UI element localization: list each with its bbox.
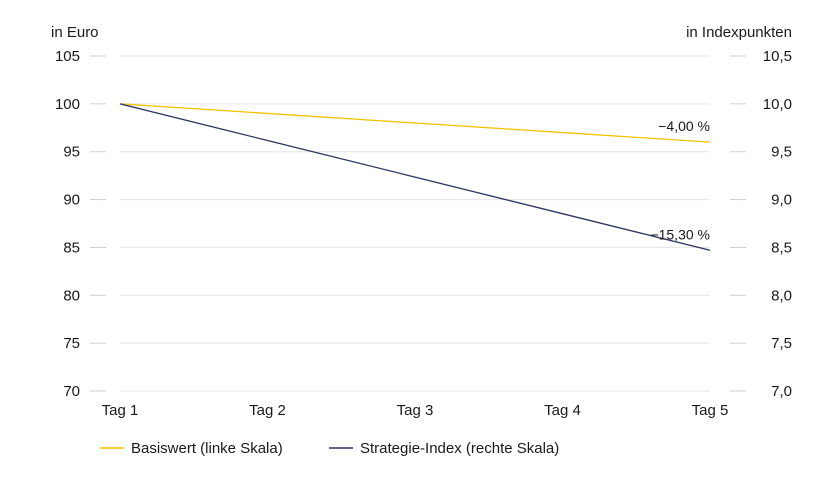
x-tick-label: Tag 4: [544, 402, 581, 419]
x-tick-label: Tag 1: [102, 402, 139, 419]
right-tick-label: 9,0: [771, 192, 792, 209]
series-line-basiswert: [119, 103, 711, 143]
right-tick-label: 7,0: [771, 383, 792, 400]
legend: Basiswert (linke Skala) Strategie-Index …: [100, 440, 559, 457]
left-tick-label: 75: [63, 335, 80, 352]
left-tick-label: 90: [63, 192, 80, 209]
right-tick-label: 9,5: [771, 144, 792, 161]
right-tick-label: 10,0: [763, 96, 792, 113]
grid: [90, 55, 746, 392]
left-tick-label: 80: [63, 287, 80, 304]
legend-label-strategie-index: Strategie-Index (rechte Skala): [360, 440, 559, 457]
left-tick-label: 70: [63, 383, 80, 400]
left-tick-label: 85: [63, 239, 80, 256]
right-tick-label: 7,5: [771, 335, 792, 352]
right-axis-title: in Indexpunkten: [686, 24, 792, 41]
legend-label-basiswert: Basiswert (linke Skala): [131, 440, 283, 457]
series: [119, 103, 711, 251]
left-tick-label: 95: [63, 144, 80, 161]
end-labels: −4,00 % −15,30 %: [650, 118, 710, 242]
end-label-basiswert: −4,00 %: [658, 118, 710, 134]
right-tick-label: 8,0: [771, 287, 792, 304]
x-tick-label: Tag 5: [692, 402, 729, 419]
left-tick-label: 105: [55, 48, 80, 65]
right-tick-label: 10,5: [763, 48, 792, 65]
x-tick-label: Tag 3: [397, 402, 434, 419]
x-tick-label: Tag 2: [249, 402, 286, 419]
left-tick-label: 100: [55, 96, 80, 113]
axes: in Euro in Indexpunkten 105 100 95 90 85 80 75…: [51, 24, 792, 419]
left-axis-title: in Euro: [51, 24, 99, 41]
right-tick-label: 8,5: [771, 239, 792, 256]
series-line-strategie-index: [119, 103, 711, 251]
end-label-strategie-index: −15,30 %: [650, 226, 710, 242]
